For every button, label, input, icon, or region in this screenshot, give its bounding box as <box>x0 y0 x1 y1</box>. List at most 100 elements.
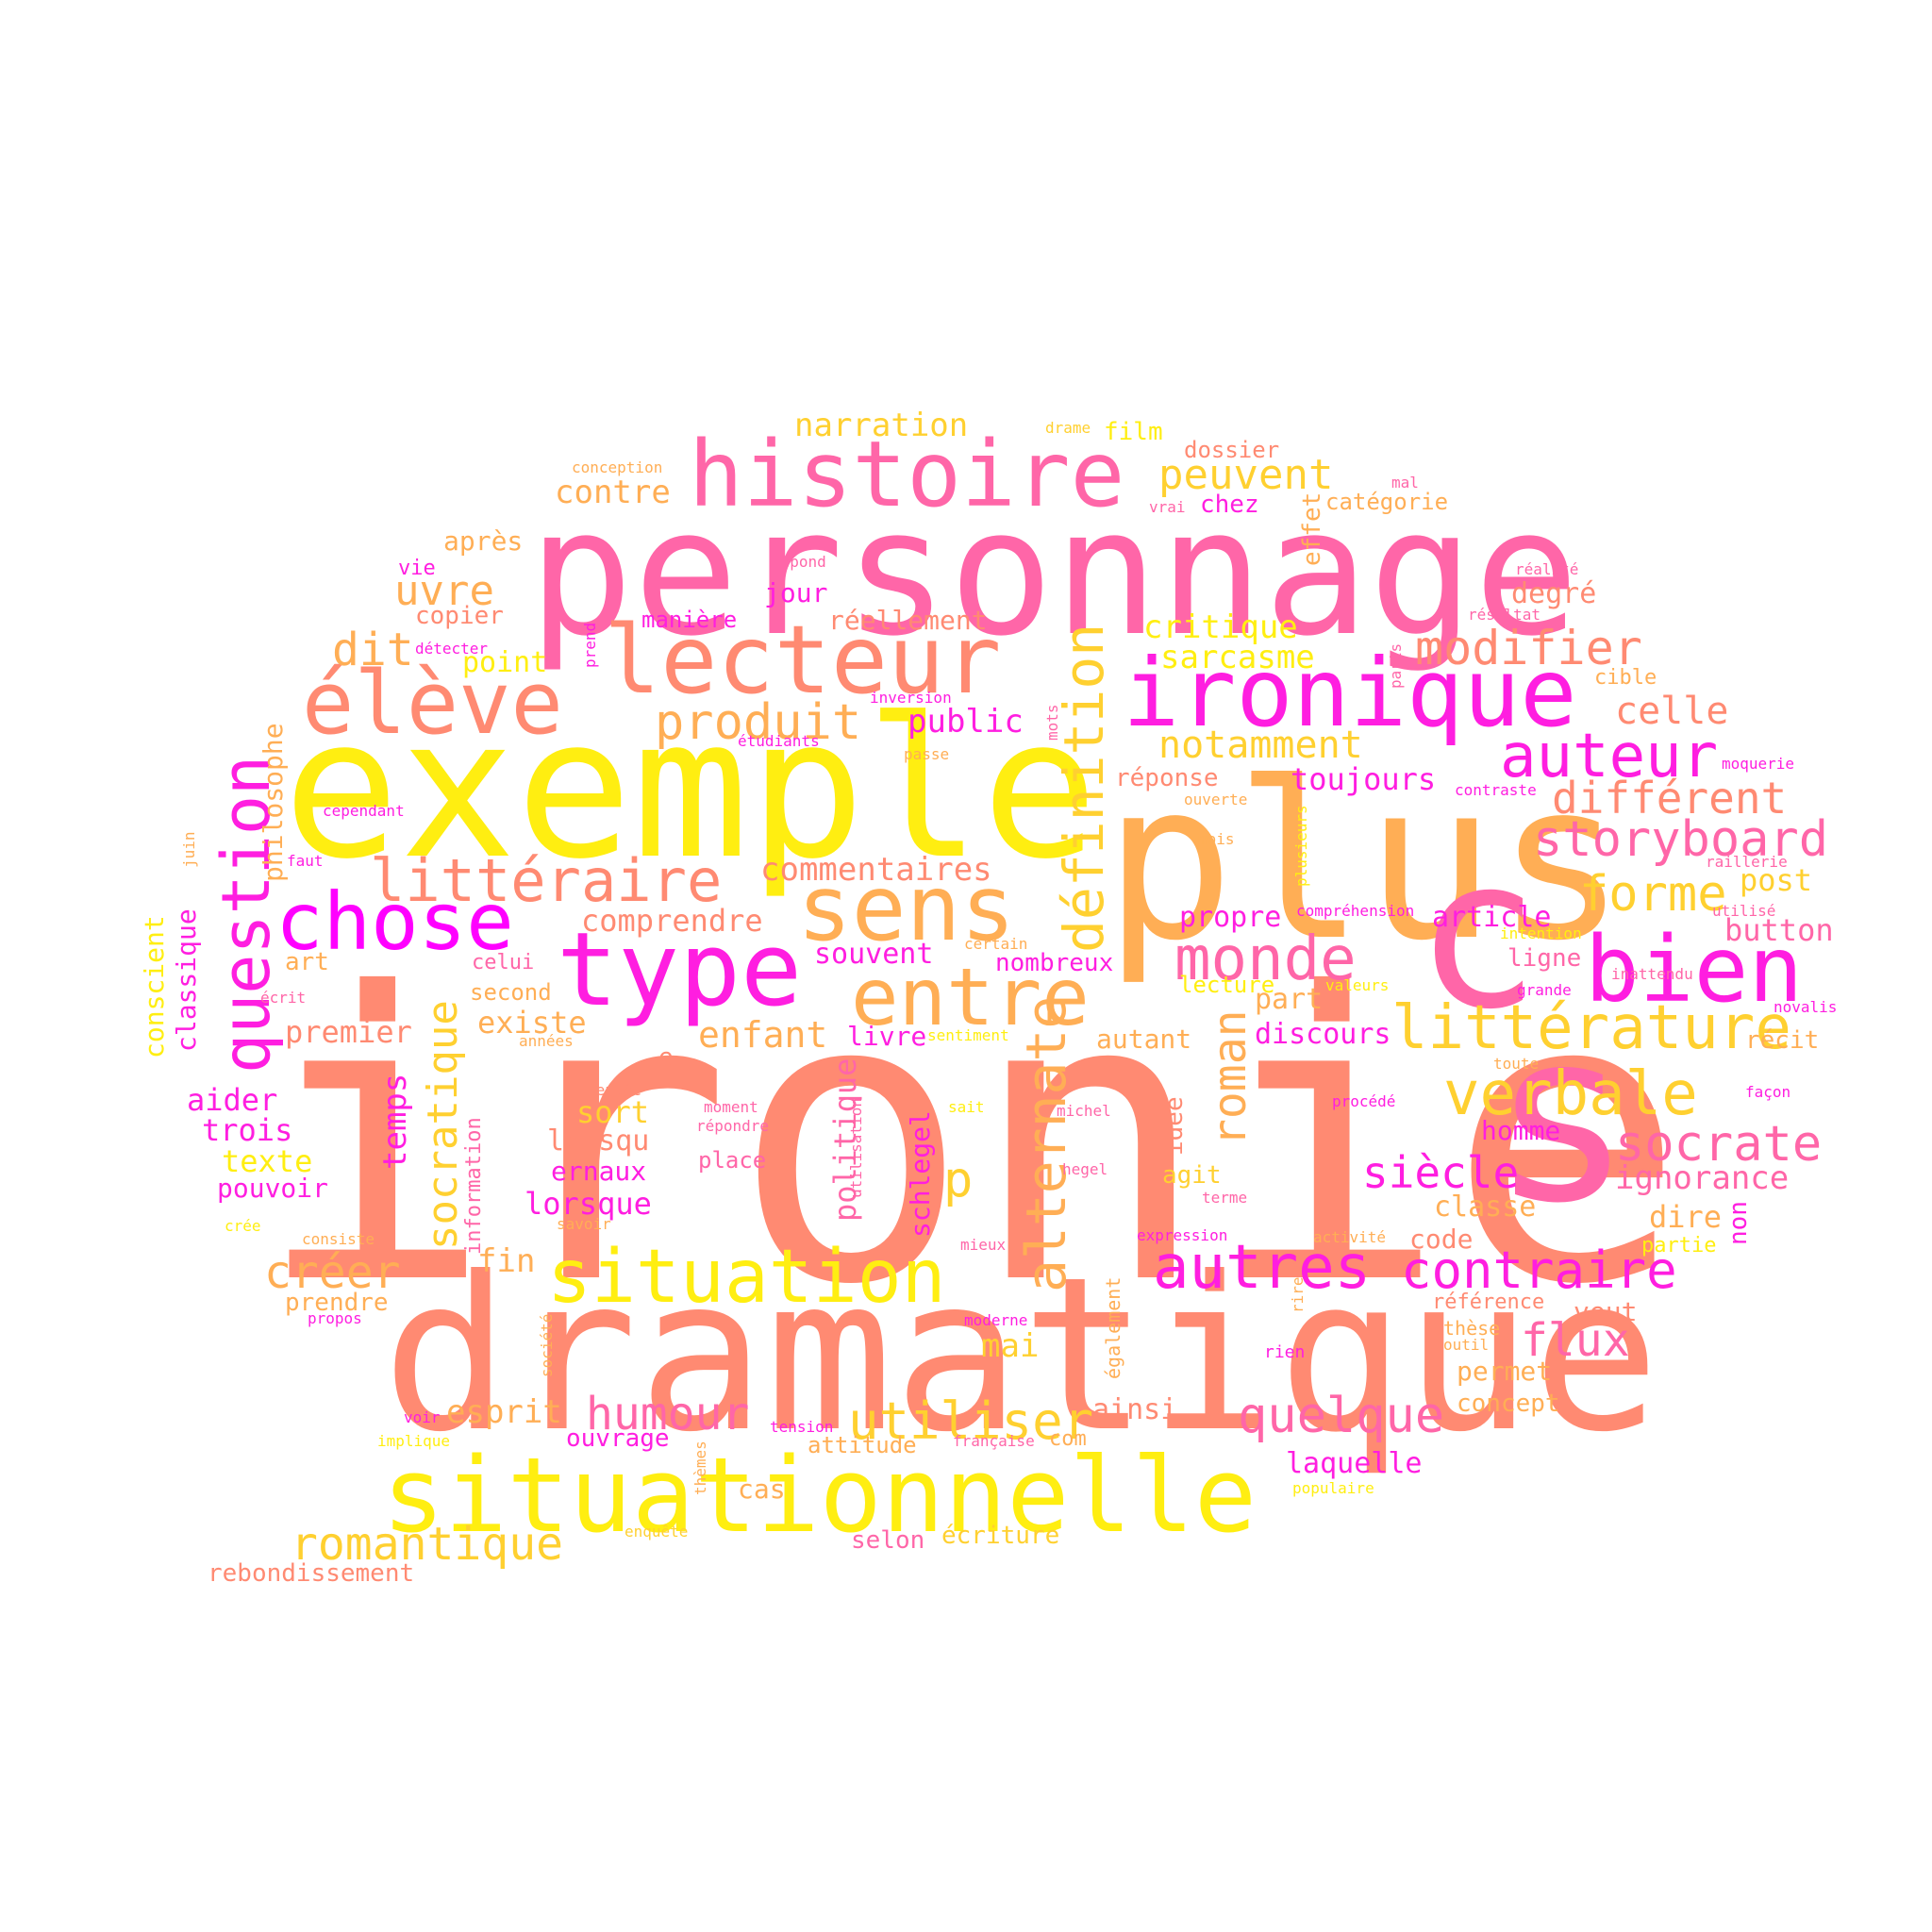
word-eleve: élève <box>302 653 563 754</box>
word-e: e <box>658 1043 674 1072</box>
word-romantique: romantique <box>291 1518 563 1571</box>
word-prend: prend <box>581 622 599 668</box>
word-place: place <box>698 1147 767 1174</box>
word-voir: voir <box>404 1408 441 1426</box>
word-moderne: moderne <box>964 1311 1028 1329</box>
word-alternate: alternate <box>1014 995 1078 1292</box>
word-facon: façon <box>1745 1083 1791 1101</box>
word-propos: propos <box>308 1309 362 1327</box>
word-drame: drame <box>1045 419 1091 437</box>
word-mots: mots <box>1043 704 1061 741</box>
word-faut: faut <box>287 852 324 870</box>
word-siecle: siècle <box>1362 1147 1520 1198</box>
word-non: non <box>1724 1201 1753 1245</box>
word-comprendre: comprendre <box>581 903 763 939</box>
word-peuvent: peuvent <box>1158 451 1334 499</box>
word-contre: contre <box>555 474 671 511</box>
word-premier: premier <box>285 1014 412 1050</box>
word-francaise: française <box>953 1432 1035 1450</box>
word-agit: agit <box>1162 1161 1222 1190</box>
word-contraste: contraste <box>1455 781 1537 799</box>
word-sarcasme: sarcasme <box>1160 639 1315 676</box>
word-produit: produit <box>655 694 862 751</box>
word-situationnelle: situationnelle <box>382 1435 1257 1556</box>
word-autres: autres <box>1153 1233 1372 1303</box>
word-toujours: toujours <box>1291 761 1437 797</box>
word-lecture: lecture <box>1179 972 1275 998</box>
word-entre: entre <box>851 951 1090 1043</box>
word-point: point <box>462 646 548 679</box>
word-esprit: esprit <box>446 1393 562 1431</box>
word-texte: texte <box>222 1143 313 1179</box>
word-toute: toute <box>1493 1055 1540 1073</box>
word-code: code <box>1409 1224 1474 1255</box>
word-notamment: notamment <box>1158 724 1363 767</box>
word-definition: définition <box>1052 623 1116 953</box>
word-annees: années <box>519 1032 574 1050</box>
word-film: film <box>1104 418 1163 446</box>
word-rien: rien <box>1264 1342 1306 1362</box>
word-modifier: modifier <box>1415 621 1642 675</box>
word-vrai: vrai <box>1149 498 1186 516</box>
word-propre: propre <box>1179 901 1282 934</box>
word-sait: sait <box>948 1098 985 1116</box>
word-livre: livre <box>847 1021 927 1052</box>
word-commentaires: commentaires <box>760 851 992 889</box>
word-passe: passe <box>904 745 950 763</box>
word-enfant: enfant <box>698 1014 828 1056</box>
word-lorsque: lorsque <box>525 1186 652 1222</box>
word-rire: rire <box>1289 1276 1307 1313</box>
word-classe: classe <box>1434 1191 1537 1224</box>
word-valeurs: valeurs <box>1325 976 1390 994</box>
word-second: second <box>470 979 552 1006</box>
word-partie: partie <box>1641 1234 1717 1257</box>
word-socrate: socrate <box>1615 1116 1823 1173</box>
word-inattendu: inattendu <box>1611 965 1693 983</box>
word-recit: récit <box>1745 1026 1820 1055</box>
word-sort: sort <box>576 1094 650 1130</box>
word-verbale: verbale <box>1443 1059 1698 1129</box>
word-type: type <box>557 911 803 1029</box>
word-implique: implique <box>377 1432 451 1450</box>
word-socratique: socratique <box>419 1000 467 1250</box>
word-categorie: catégorie <box>1325 489 1449 515</box>
word-mieux: mieux <box>960 1236 1007 1254</box>
word-contraire: contraire <box>1401 1241 1677 1300</box>
word-s: s <box>1491 980 1633 1255</box>
word-copier: copier <box>415 602 504 630</box>
word-ironie: ironie <box>255 910 1687 1372</box>
word-ouvrage: ouvrage <box>566 1424 670 1453</box>
word-chez: chez <box>1200 491 1259 519</box>
word-c: c <box>1415 813 1541 1055</box>
word-tension: tension <box>770 1418 834 1436</box>
word-maniere: manière <box>641 607 738 633</box>
word-different: différent <box>1552 773 1788 824</box>
word-mai: mai <box>981 1327 1040 1365</box>
word-situation: situation <box>547 1235 946 1320</box>
word-jour: jour <box>764 577 828 608</box>
word-forme: forme <box>1579 866 1727 923</box>
word-mois: mois <box>1198 830 1235 848</box>
word-rebondissement: rebondissement <box>208 1559 415 1588</box>
word-savoir: savoir <box>557 1215 611 1233</box>
word-raillerie: raillerie <box>1706 853 1788 871</box>
word-celui: celui <box>472 951 535 974</box>
word-monde: monde <box>1174 924 1357 994</box>
word-existe: existe <box>477 1005 587 1041</box>
word-classique: classique <box>171 908 202 1052</box>
word-bien: bien <box>1585 917 1804 1023</box>
word-expression: expression <box>1137 1226 1228 1244</box>
word-p: p <box>943 1152 974 1208</box>
word-reponse: réponse <box>1115 764 1219 792</box>
word-lorsqu: lorsqu <box>547 1124 650 1158</box>
word-cible: cible <box>1594 666 1657 690</box>
word-cree: crée <box>225 1217 261 1235</box>
word-utilise: utilisé <box>1712 902 1776 920</box>
word-temps: temps <box>376 1073 414 1170</box>
word-art: art <box>285 948 329 976</box>
word-reellement: réellement <box>828 605 988 636</box>
word-ignorance: ignorance <box>1615 1159 1790 1197</box>
word-uvre: uvre <box>394 567 494 615</box>
word-litteraire: littéraire <box>370 846 723 915</box>
word-auteur: auteur <box>1500 722 1719 791</box>
